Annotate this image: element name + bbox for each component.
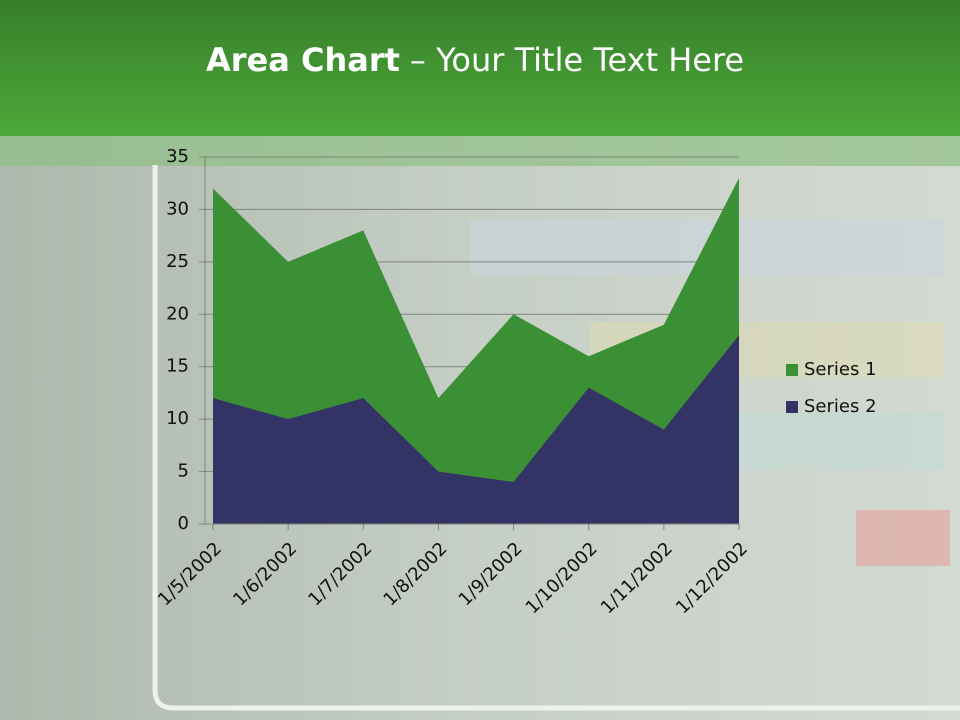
y-tick-label: 0: [178, 513, 189, 534]
legend-swatch: [786, 401, 798, 413]
frame: [152, 165, 960, 711]
chart-title: Area Chart – Your Title Text Here: [206, 41, 744, 79]
y-tick-label: 25: [166, 251, 189, 272]
title-rest: – Your Title Text Here: [410, 41, 744, 79]
y-tick-label: 15: [166, 356, 189, 377]
header: [0, 0, 960, 136]
decor: [856, 510, 950, 566]
y-tick-label: 30: [166, 198, 189, 219]
legend-label: Series 1: [804, 359, 877, 380]
y-tick-label: 5: [178, 461, 189, 482]
header-band: [0, 136, 960, 166]
title-bold: Area Chart: [206, 41, 400, 79]
area: [213, 335, 739, 524]
legend-label: Series 2: [804, 396, 877, 417]
y-tick-label: 35: [166, 146, 189, 167]
decor: [700, 412, 945, 470]
legend-swatch: [786, 364, 798, 376]
y-tick-label: 10: [166, 408, 189, 429]
y-tick-label: 20: [166, 303, 189, 324]
